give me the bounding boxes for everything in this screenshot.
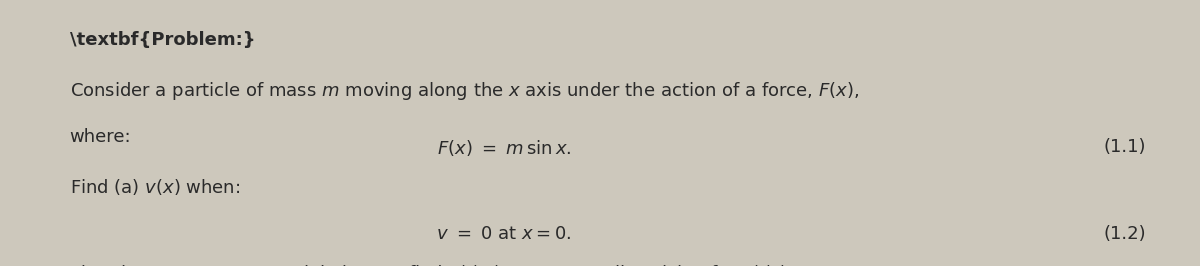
- Text: $v\ =\ 0$ at $x=0.$: $v\ =\ 0$ at $x=0.$: [437, 225, 571, 243]
- Text: Find (a) $v(x)$ when:: Find (a) $v(x)$ when:: [70, 177, 240, 197]
- Text: Consider a particle of mass $m$ moving along the $x$ axis under the action of a : Consider a particle of mass $m$ moving a…: [70, 80, 859, 102]
- Text: where:: where:: [70, 128, 131, 146]
- Text: Then in one sentence explain how to find $x(t)$. (Do not actually solving for $x: Then in one sentence explain how to find…: [70, 263, 787, 266]
- Text: $F(x)\ =\ m\,\mathrm{sin}\,x.$: $F(x)\ =\ m\,\mathrm{sin}\,x.$: [437, 138, 571, 158]
- Text: (1.2): (1.2): [1103, 225, 1146, 243]
- Text: (1.1): (1.1): [1104, 138, 1146, 156]
- Text: \textbf{Problem:}: \textbf{Problem:}: [70, 31, 256, 49]
